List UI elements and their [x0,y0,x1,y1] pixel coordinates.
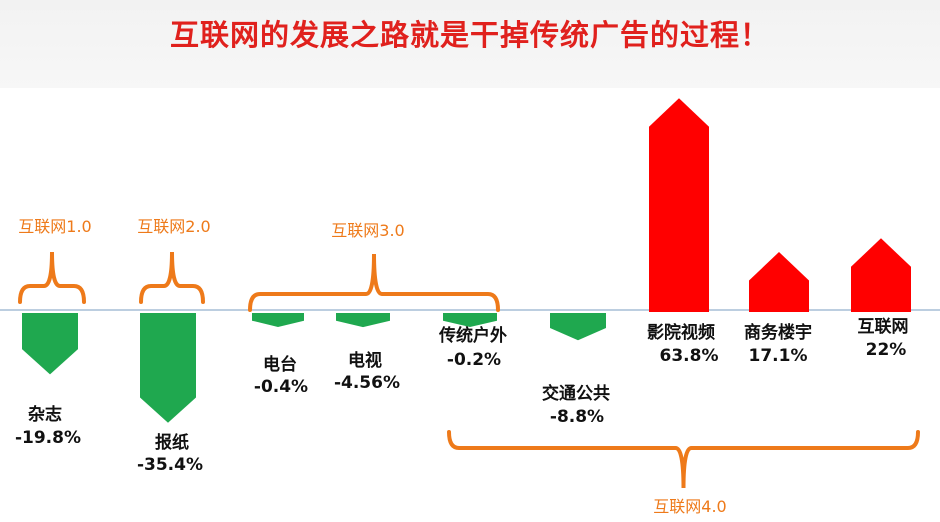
category-label: 交通公共 [542,383,610,404]
group-bracket-3 [248,253,500,312]
bar-传统户外 [443,313,497,327]
group-bracket-3-label: 互联网3.0 [331,221,404,240]
value-label: 17.1% [749,346,808,366]
value-label: -35.4% [137,455,203,475]
value-label: -19.8% [15,428,81,448]
value-label: 22% [866,340,907,360]
group-bracket-2 [139,251,205,304]
bar-互联网 [851,238,911,312]
category-label: 报纸 [155,432,189,453]
value-label: -4.56% [334,373,400,393]
group-bracket-1 [18,251,86,304]
slide-title: 互联网的发展之路就是干掉传统广告的过程！ [169,18,770,52]
category-label: 影院视频 [647,322,715,343]
bar-报纸 [140,313,196,423]
bar-杂志 [22,313,78,375]
category-label: 电视 [348,350,382,371]
group-bracket-2-label: 互联网2.0 [137,217,210,236]
group-bracket-4 [447,430,920,489]
category-label: 商务楼宇 [744,322,812,343]
category-label: 传统户外 [438,325,507,346]
bar-商务楼宇 [749,252,809,312]
value-label: 63.8% [660,346,719,366]
value-label: -0.4% [254,377,308,397]
bar-影院视频 [649,98,709,313]
value-label: -0.2% [447,350,501,370]
bar-电视 [336,313,390,328]
bar-电台 [252,313,304,327]
category-label: 电台 [263,354,297,375]
title-band [0,0,940,88]
value-label: -8.8% [550,407,604,427]
category-label: 互联网 [858,317,909,337]
category-label: 杂志 [28,404,62,425]
group-bracket-1-label: 互联网1.0 [18,217,91,236]
bar-交通公共 [550,313,606,341]
group-bracket-4-label: 互联网4.0 [653,497,726,516]
